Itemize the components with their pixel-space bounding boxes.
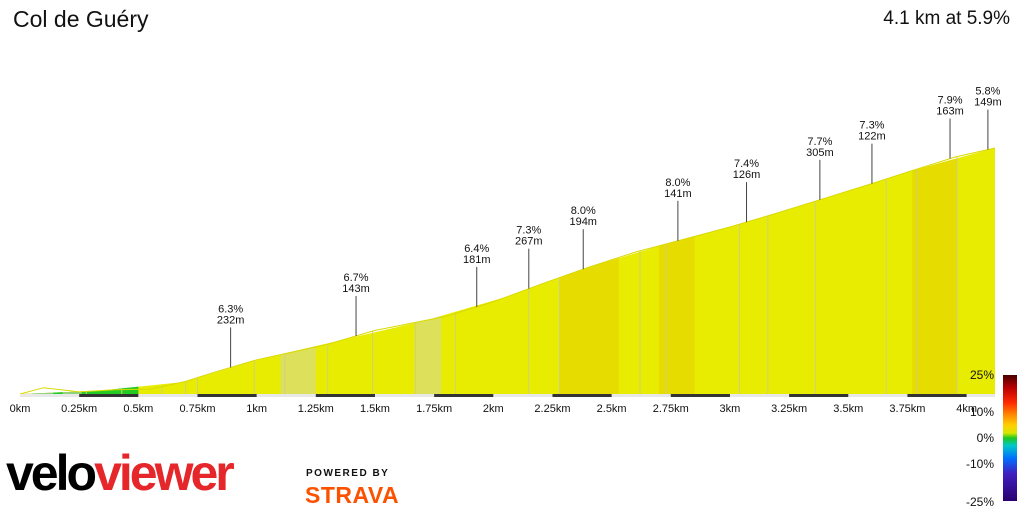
scale-label-minus25: -25%: [965, 495, 994, 509]
annotation-length: 163m: [936, 106, 964, 118]
x-tick-label: 0.75km: [179, 403, 215, 415]
x-tick-label: 3km: [720, 403, 741, 415]
baseline-segment: [789, 394, 849, 397]
annotation-grade: 6.4%: [464, 243, 489, 255]
baseline-segment: [197, 394, 257, 397]
annotation-grade: 7.9%: [937, 95, 962, 107]
annotation-grade: 8.0%: [665, 177, 690, 189]
band-dark: [912, 148, 958, 394]
annotation-length: 194m: [569, 216, 597, 228]
annotation-grade: 6.3%: [218, 303, 243, 315]
annotation-grade: 8.0%: [571, 205, 596, 217]
annotation-grade: 5.8%: [975, 86, 1000, 98]
annotation-length: 149m: [974, 97, 1002, 109]
band-dark: [658, 148, 695, 394]
annotation-length: 232m: [217, 314, 245, 326]
x-tick-label: 4km: [956, 403, 977, 415]
baseline-segment: [552, 394, 612, 397]
band-green: [81, 148, 139, 394]
x-tick-label: 3.5km: [833, 403, 863, 415]
scale-label-25: 25%: [969, 368, 994, 382]
x-tick-label: 0.5km: [123, 403, 153, 415]
annotation-grade: 7.3%: [859, 120, 884, 132]
annotation-grade: 6.7%: [344, 272, 369, 284]
baseline-track: [20, 394, 995, 397]
annotation-length: 126m: [733, 169, 761, 181]
logo-viewer-text: viewer: [94, 445, 235, 501]
band-start: [20, 148, 82, 394]
x-tick-label: 1.25km: [298, 403, 334, 415]
scale-label-10: 10%: [969, 405, 994, 419]
x-tick-label: 3.25km: [771, 403, 807, 415]
climb-summary: 4.1 km at 5.9%: [883, 8, 1010, 29]
annotation-grade: 7.3%: [516, 225, 541, 237]
profile-area: [20, 148, 995, 394]
powered-by-label: POWERED BY: [306, 468, 390, 479]
annotation-grade: 7.4%: [734, 158, 759, 170]
band-pale: [280, 148, 316, 394]
annotation-length: 143m: [342, 283, 370, 295]
strava-logo[interactable]: STRAVA: [305, 482, 400, 508]
baseline-segment: [315, 394, 375, 397]
x-tick-label: 2km: [483, 403, 504, 415]
scale-label-0: 0%: [976, 431, 994, 445]
band-green: [53, 148, 63, 394]
x-tick-label: 2.25km: [534, 403, 570, 415]
x-tick-label: 0km: [10, 403, 31, 415]
veloviewer-logo[interactable]: veloviewer: [6, 445, 235, 501]
x-tick-label: 3.75km: [889, 403, 925, 415]
x-tick-label: 2.5km: [597, 403, 627, 415]
baseline-segment: [79, 394, 139, 397]
x-tick-label: 1.75km: [416, 403, 452, 415]
annotation-length: 181m: [463, 254, 491, 266]
annotation-length: 122m: [858, 131, 886, 143]
band-pale: [415, 148, 442, 394]
annotation-length: 141m: [664, 188, 692, 200]
baseline-segment: [670, 394, 730, 397]
scale-label-minus10: -10%: [965, 457, 994, 471]
baseline-segment: [434, 394, 494, 397]
x-tick-label: 1.5km: [360, 403, 390, 415]
gradient-color-scale: [1003, 375, 1017, 501]
band-dark: [559, 148, 619, 394]
x-tick-label: 1km: [246, 403, 267, 415]
annotation-length: 305m: [806, 147, 834, 159]
x-tick-label: 2.75km: [653, 403, 689, 415]
x-tick-label: 0.25km: [61, 403, 97, 415]
annotation-grade: 7.7%: [807, 136, 832, 148]
baseline-segment: [907, 394, 967, 397]
logo-velo-text: velo: [6, 445, 97, 501]
profile-outline: [19, 147, 996, 395]
page-title: Col de Guéry: [13, 6, 149, 32]
band-flat: [31, 148, 139, 394]
annotation-length: 267m: [515, 236, 543, 248]
